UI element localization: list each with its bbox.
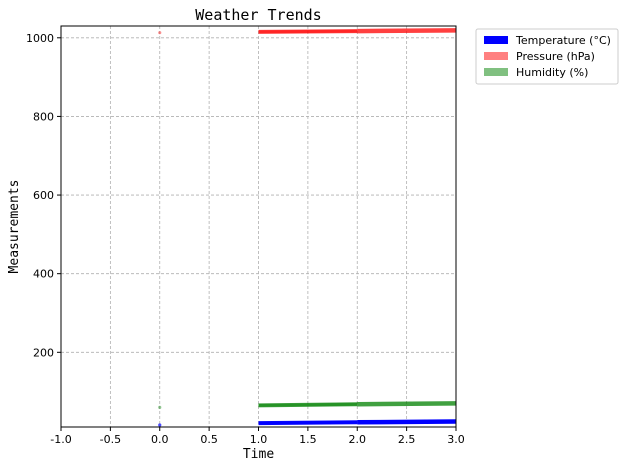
chart-title: Weather Trends <box>195 6 321 24</box>
y-tick-label: 200 <box>33 346 54 359</box>
series-layer <box>158 28 457 427</box>
series-segment <box>357 419 457 425</box>
series-0 <box>158 419 457 427</box>
series-2 <box>158 401 457 409</box>
y-tick-label: 400 <box>33 268 54 281</box>
y-axis-label: Measurements <box>7 180 22 274</box>
series-point <box>158 405 162 409</box>
series-1 <box>158 28 457 35</box>
y-tick-label: 1000 <box>26 32 54 45</box>
ticks: -1.0 -0.5 0.0 0.5 1.0 1.5 2.0 2.5 3.0 200 400 600 80… <box>26 32 465 446</box>
legend-swatch-humidity <box>484 68 508 76</box>
x-axis-label: Time <box>243 447 274 462</box>
legend-label-temperature: Temperature (°C) <box>515 34 611 47</box>
y-tick-label: 800 <box>33 110 54 123</box>
x-tick-label: 2.0 <box>349 433 367 446</box>
series-segment <box>258 420 358 425</box>
x-tick-label: 2.5 <box>398 433 416 446</box>
x-tick-label: -0.5 <box>100 433 121 446</box>
legend-label-humidity: Humidity (%) <box>516 66 588 79</box>
series-segment <box>357 401 457 407</box>
series-point <box>158 31 162 35</box>
series-segment <box>258 402 358 407</box>
legend-swatch-pressure <box>484 52 508 60</box>
series-point <box>158 423 162 427</box>
y-tick-label: 600 <box>33 189 54 202</box>
legend-swatch-temperature <box>484 36 508 44</box>
x-tick-label: 0.5 <box>200 433 218 446</box>
legend-frame <box>475 28 619 85</box>
x-tick-label: 1.5 <box>299 433 317 446</box>
series-segment <box>258 29 358 34</box>
legend-label-pressure: Pressure (hPa) <box>516 50 595 63</box>
legend: Temperature (°C) Pressure (hPa) Humidity… <box>475 28 619 85</box>
x-tick-label: 0.0 <box>151 433 169 446</box>
x-tick-label: 3.0 <box>447 433 465 446</box>
x-tick-label: -1.0 <box>50 433 71 446</box>
x-tick-label: 1.0 <box>250 433 268 446</box>
series-segment <box>357 28 457 34</box>
